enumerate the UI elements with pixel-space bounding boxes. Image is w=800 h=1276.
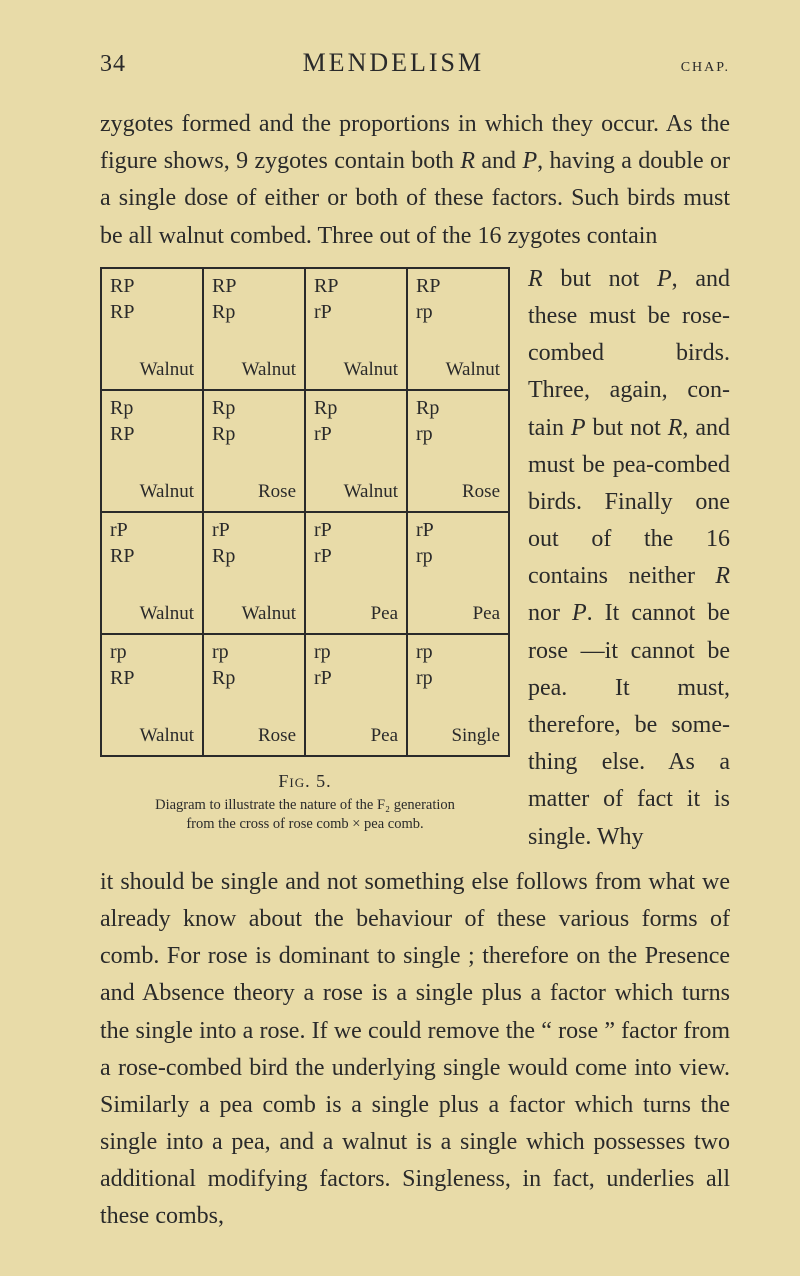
punnett-cell: rPrp Pea bbox=[407, 512, 509, 634]
cell-genotype: RPrP bbox=[314, 273, 400, 325]
cell-phenotype: Walnut bbox=[242, 358, 296, 383]
punnett-cell: rprP Pea bbox=[305, 634, 407, 756]
cell-genotype: rpRp bbox=[212, 639, 298, 691]
punnett-square: RPRP Walnut RPRp Walnut RPrP Walnut RPrp Walnut… bbox=[100, 267, 510, 757]
punnett-cell: rprp Single bbox=[407, 634, 509, 756]
cell-phenotype: Walnut bbox=[242, 602, 296, 627]
punnett-cell: RPrP Walnut bbox=[305, 268, 407, 390]
cell-genotype: rPRP bbox=[110, 517, 196, 569]
cell-genotype: rprP bbox=[314, 639, 400, 691]
cell-phenotype: Rose bbox=[258, 724, 296, 749]
intro-paragraph: zygotes formed and the proportions in wh… bbox=[100, 106, 730, 255]
punnett-cell: RpRp Rose bbox=[203, 390, 305, 512]
cell-phenotype: Walnut bbox=[344, 358, 398, 383]
cell-genotype: RPRp bbox=[212, 273, 298, 325]
table-row: rPRP Walnut rPRp Walnut rPrP Pea rPrp Pea bbox=[101, 512, 509, 634]
cell-phenotype: Walnut bbox=[344, 480, 398, 505]
page: 34 MENDELISM CHAP. zygotes formed and th… bbox=[0, 0, 800, 1276]
cell-phenotype: Single bbox=[451, 724, 500, 749]
punnett-cell: rPRp Walnut bbox=[203, 512, 305, 634]
cell-phenotype: Walnut bbox=[446, 358, 500, 383]
punnett-cell: Rprp Rose bbox=[407, 390, 509, 512]
punnett-cell: rpRP Walnut bbox=[101, 634, 203, 756]
table-row: rpRP Walnut rpRp Rose rprP Pea rprp Single bbox=[101, 634, 509, 756]
punnett-cell: RPRp Walnut bbox=[203, 268, 305, 390]
punnett-cell: RprP Walnut bbox=[305, 390, 407, 512]
punnett-block: RPRP Walnut RPRp Walnut RPrP Walnut RPrp Walnut… bbox=[100, 261, 510, 835]
cell-genotype: rprp bbox=[416, 639, 502, 691]
punnett-body: RPRP Walnut RPRp Walnut RPrP Walnut RPrp Walnut… bbox=[101, 268, 509, 756]
cell-genotype: rPRp bbox=[212, 517, 298, 569]
punnett-cell: RPrp Walnut bbox=[407, 268, 509, 390]
page-header: 34 MENDELISM CHAP. bbox=[100, 48, 730, 78]
after-paragraph: it should be single and not something el… bbox=[100, 864, 730, 1236]
figure-caption: Fig. 5. bbox=[100, 771, 510, 792]
cell-genotype: Rprp bbox=[416, 395, 502, 447]
cell-genotype: RprP bbox=[314, 395, 400, 447]
cell-genotype: rpRP bbox=[110, 639, 196, 691]
punnett-cell: rpRp Rose bbox=[203, 634, 305, 756]
chapter-label: CHAP. bbox=[681, 60, 730, 76]
cell-phenotype: Pea bbox=[371, 724, 398, 749]
cell-genotype: rPrP bbox=[314, 517, 400, 569]
cell-genotype: RpRP bbox=[110, 395, 196, 447]
punnett-cell: RpRP Walnut bbox=[101, 390, 203, 512]
cell-phenotype: Pea bbox=[371, 602, 398, 627]
cell-genotype: rPrp bbox=[416, 517, 502, 569]
cell-genotype: RpRp bbox=[212, 395, 298, 447]
cell-genotype: RPrp bbox=[416, 273, 502, 325]
punnett-cell: rPRP Walnut bbox=[101, 512, 203, 634]
figure-and-text-wrap: RPRP Walnut RPRp Walnut RPrP Walnut RPrp Walnut… bbox=[100, 261, 730, 856]
cell-phenotype: Walnut bbox=[140, 724, 194, 749]
cell-phenotype: Walnut bbox=[140, 480, 194, 505]
page-title: MENDELISM bbox=[106, 48, 681, 78]
cell-genotype: RPRP bbox=[110, 273, 196, 325]
figure-desc-line2: from the cross of rose comb × pea comb. bbox=[186, 816, 423, 832]
figure-description: Diagram to illustrate the nature of the … bbox=[100, 796, 510, 835]
punnett-cell: rPrP Pea bbox=[305, 512, 407, 634]
cell-phenotype: Pea bbox=[473, 602, 500, 627]
cell-phenotype: Rose bbox=[462, 480, 500, 505]
table-row: RpRP Walnut RpRp Rose RprP Walnut Rprp Rose bbox=[101, 390, 509, 512]
side-paragraph: R but not P, and these must be rose-comb… bbox=[528, 261, 730, 856]
cell-phenotype: Rose bbox=[258, 480, 296, 505]
punnett-cell: RPRP Walnut bbox=[101, 268, 203, 390]
figure-desc-line1: Diagram to illustrate the nature of the … bbox=[155, 797, 455, 813]
cell-phenotype: Walnut bbox=[140, 358, 194, 383]
cell-phenotype: Walnut bbox=[140, 602, 194, 627]
table-row: RPRP Walnut RPRp Walnut RPrP Walnut RPrp Walnut bbox=[101, 268, 509, 390]
